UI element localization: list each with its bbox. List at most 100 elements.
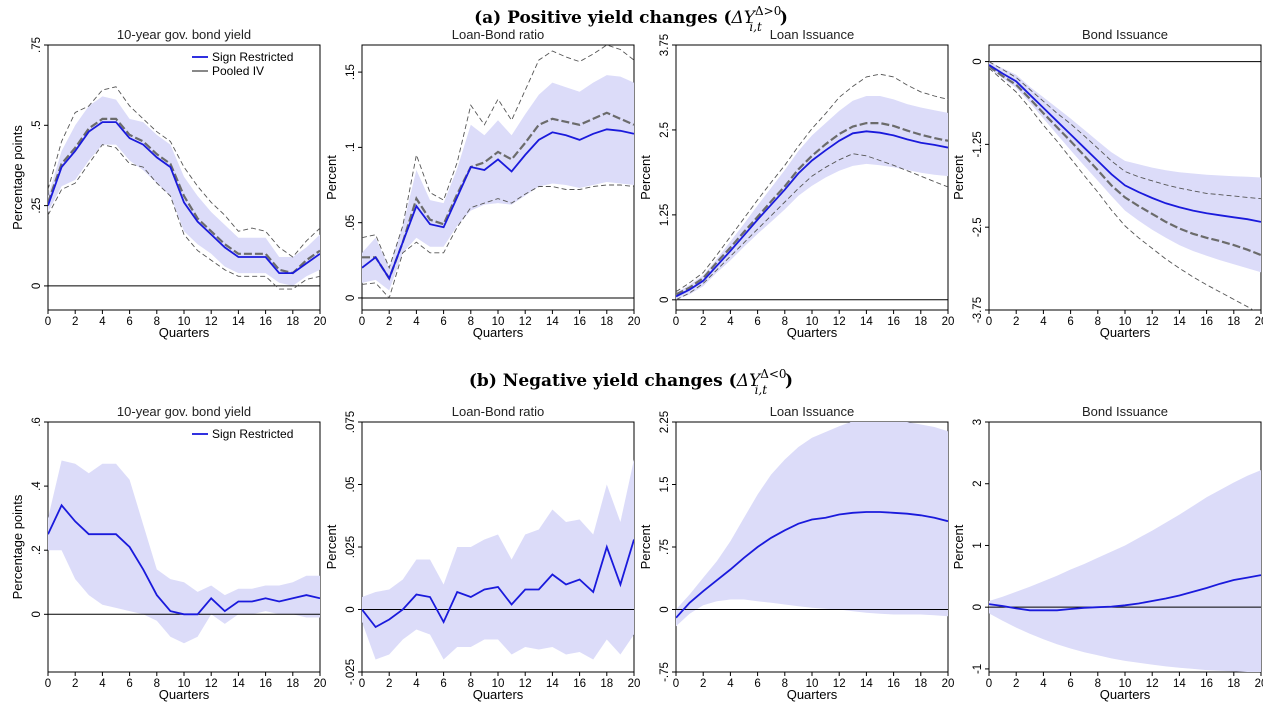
x-tick-label: 12 bbox=[519, 678, 532, 690]
ci-dashed-lower bbox=[676, 153, 948, 301]
x-tick-label: 2 bbox=[700, 678, 706, 690]
x-tick-label: 4 bbox=[413, 316, 420, 328]
legend-label: Pooled IV bbox=[212, 64, 264, 78]
y-tick-label: -3.75 bbox=[972, 297, 984, 323]
x-tick-label: 0 bbox=[359, 316, 365, 328]
y-tick-label: 1 bbox=[972, 542, 984, 548]
x-tick-label: 0 bbox=[359, 678, 365, 690]
x-tick-label: 16 bbox=[887, 678, 900, 690]
x-tick-label: 6 bbox=[126, 678, 132, 690]
y-tick-label: .05 bbox=[345, 477, 357, 493]
row-title-a-sub: i,t bbox=[749, 20, 762, 34]
x-tick-label: 4 bbox=[413, 678, 420, 690]
y-tick-label: -.025 bbox=[345, 659, 357, 685]
y-axis-label: Percentage points bbox=[10, 125, 25, 230]
x-tick-label: 6 bbox=[440, 316, 446, 328]
plot-area bbox=[989, 470, 1261, 672]
panel-title: Loan-Bond ratio bbox=[452, 27, 545, 42]
y-tick-label: -.75 bbox=[659, 662, 671, 682]
x-tick-label: 14 bbox=[860, 316, 873, 328]
legend: Sign Restricted bbox=[192, 427, 293, 441]
x-tick-label: 6 bbox=[126, 316, 132, 328]
x-tick-label: 12 bbox=[833, 678, 846, 690]
row-title-a-close: ) bbox=[780, 8, 788, 28]
y-tick-label: .75 bbox=[659, 539, 671, 555]
x-tick-label: 4 bbox=[727, 316, 734, 328]
x-tick-label: 4 bbox=[727, 678, 734, 690]
row-title-a: (a) Positive yield changes (ΔYΔ>0 i,t) bbox=[474, 4, 788, 34]
y-tick-label: 2.5 bbox=[659, 122, 671, 138]
panel-title: 10-year gov. bond yield bbox=[117, 27, 251, 42]
x-tick-label: 4 bbox=[99, 316, 106, 328]
y-axis-label: Percent bbox=[638, 155, 653, 200]
x-tick-label: 10 bbox=[1119, 678, 1132, 690]
x-tick-label: 8 bbox=[1095, 678, 1101, 690]
series-sign-restricted bbox=[989, 64, 1261, 223]
x-tick-label: 4 bbox=[1040, 678, 1047, 690]
x-tick-label: 20 bbox=[628, 316, 641, 328]
chart-panel-6: Loan-Bond ratio 0 2 4 6 8 10 12 14 16 18 20 Quarters… bbox=[324, 404, 640, 702]
chart-panel-2: Loan-Bond ratio 0 2 4 6 8 10 12 14 16 18 20 Quarters… bbox=[324, 27, 640, 340]
panel-title: Bond Issuance bbox=[1082, 404, 1168, 419]
y-axis-label: Percent bbox=[638, 524, 653, 569]
x-tick-label: 20 bbox=[314, 678, 327, 690]
ci-dashed-upper bbox=[362, 45, 634, 270]
y-axis-label: Percent bbox=[324, 155, 339, 200]
x-axis-label: Quarters bbox=[159, 325, 210, 340]
x-tick-label: 20 bbox=[942, 678, 955, 690]
ci-dashed-lower bbox=[989, 67, 1254, 310]
y-tick-label: 3 bbox=[972, 419, 984, 425]
y-tick-label: 0 bbox=[659, 606, 671, 612]
y-tick-label: 1.5 bbox=[659, 477, 671, 493]
x-tick-label: 2 bbox=[72, 678, 78, 690]
y-tick-label: .05 bbox=[345, 215, 357, 231]
x-tick-label: 14 bbox=[232, 316, 245, 328]
x-tick-label: 2 bbox=[386, 678, 392, 690]
x-tick-label: 18 bbox=[914, 316, 927, 328]
x-tick-label: 18 bbox=[914, 678, 927, 690]
x-tick-label: 8 bbox=[468, 678, 474, 690]
x-tick-label: 4 bbox=[99, 678, 106, 690]
x-tick-label: 16 bbox=[259, 316, 272, 328]
x-tick-label: 12 bbox=[519, 316, 532, 328]
plot-area bbox=[362, 459, 634, 660]
x-tick-label: 10 bbox=[178, 316, 191, 328]
confidence-band bbox=[362, 75, 634, 291]
x-tick-label: 14 bbox=[232, 678, 245, 690]
x-tick-label: 14 bbox=[1173, 316, 1186, 328]
series-sign-restricted bbox=[676, 511, 948, 619]
y-tick-label: 2.25 bbox=[659, 411, 671, 433]
chart-panel-1: 10-year gov. bond yield 0 2 4 6 8 10 12 14 16 18 20… bbox=[10, 27, 326, 340]
y-tick-label: -2.5 bbox=[972, 217, 984, 237]
x-tick-label: 0 bbox=[673, 316, 679, 328]
x-tick-label: 16 bbox=[573, 316, 586, 328]
x-tick-label: 2 bbox=[700, 316, 706, 328]
y-tick-label: .15 bbox=[345, 64, 357, 80]
confidence-band bbox=[676, 96, 948, 300]
panel-title: Loan Issuance bbox=[770, 27, 855, 42]
y-tick-label: 0 bbox=[31, 611, 43, 617]
x-tick-label: 0 bbox=[45, 678, 51, 690]
y-tick-label: .025 bbox=[345, 536, 357, 558]
confidence-band bbox=[362, 459, 634, 660]
x-tick-label: 20 bbox=[314, 316, 327, 328]
x-tick-label: 6 bbox=[1067, 316, 1073, 328]
plot-area bbox=[676, 422, 948, 627]
x-axis-label: Quarters bbox=[787, 687, 838, 702]
x-tick-label: 14 bbox=[546, 678, 559, 690]
x-tick-label: 4 bbox=[1040, 316, 1047, 328]
series-sign-restricted bbox=[48, 121, 320, 274]
panel-title: 10-year gov. bond yield bbox=[117, 404, 251, 419]
y-tick-label: 2 bbox=[972, 481, 984, 487]
x-tick-label: 14 bbox=[860, 678, 873, 690]
y-axis-label: Percent bbox=[951, 524, 966, 569]
series-pooled-iv bbox=[989, 65, 1261, 257]
y-tick-label: 1.25 bbox=[659, 204, 671, 226]
x-tick-label: 10 bbox=[1119, 316, 1132, 328]
y-tick-label: .1 bbox=[345, 143, 357, 153]
x-tick-label: 18 bbox=[1227, 678, 1240, 690]
row-title-b-sub: i,t bbox=[755, 383, 768, 397]
y-tick-label: -1.25 bbox=[972, 131, 984, 157]
legend-label: Sign Restricted bbox=[212, 50, 293, 64]
